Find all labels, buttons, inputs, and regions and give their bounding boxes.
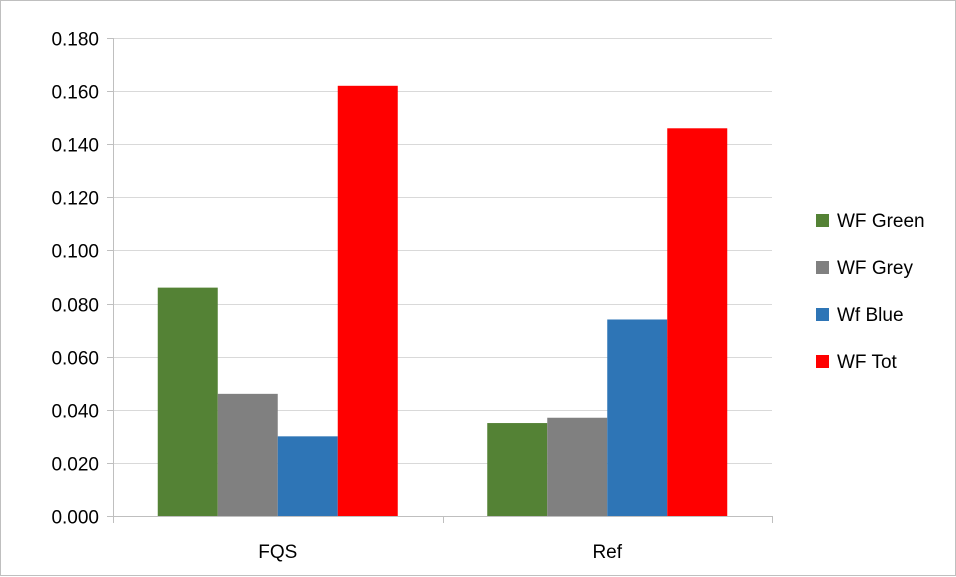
bar-wf-grey-ref (547, 417, 608, 516)
legend-label: WF Grey (837, 258, 913, 279)
axes (107, 38, 773, 523)
y-tick-label: 0.100 (51, 242, 99, 263)
y-tick-label: 0.000 (51, 508, 99, 529)
y-tick-label: 0.160 (51, 83, 99, 104)
bar-wf-tot-ref (667, 128, 728, 516)
bar-wf-blue-ref (607, 319, 668, 516)
bar-wf-green-fqs (157, 287, 218, 516)
legend: WF Green WF Grey Wf Blue WF Tot (816, 211, 925, 373)
bar-wf-grey-fqs (217, 393, 278, 516)
legend-label: WF Green (837, 211, 925, 232)
legend-swatch (816, 308, 829, 321)
bar-wf-blue-fqs (277, 436, 338, 516)
legend-label: Wf Blue (837, 305, 904, 326)
legend-swatch (816, 355, 829, 368)
x-tick-labels: FQS Ref (258, 542, 623, 563)
y-tick-labels: 0.000 0.020 0.040 0.060 0.080 0.100 0.120 0.140… (51, 30, 99, 529)
legend-swatch (816, 261, 829, 274)
bar-wf-tot-fqs (337, 85, 398, 517)
y-tick-label: 0.020 (51, 455, 99, 476)
bars (157, 85, 728, 517)
x-tick-label: FQS (258, 542, 297, 563)
legend-label: WF Tot (837, 352, 898, 373)
y-tick-label: 0.140 (51, 136, 99, 157)
y-tick-label: 0.080 (51, 296, 99, 317)
y-tick-label: 0.040 (51, 402, 99, 423)
y-tick-label: 0.180 (51, 30, 99, 51)
bar-wf-green-ref (487, 423, 548, 516)
y-tick-label: 0.060 (51, 349, 99, 370)
y-tick-label: 0.120 (51, 189, 99, 210)
x-tick-label: Ref (592, 542, 622, 563)
legend-swatch (816, 214, 829, 227)
